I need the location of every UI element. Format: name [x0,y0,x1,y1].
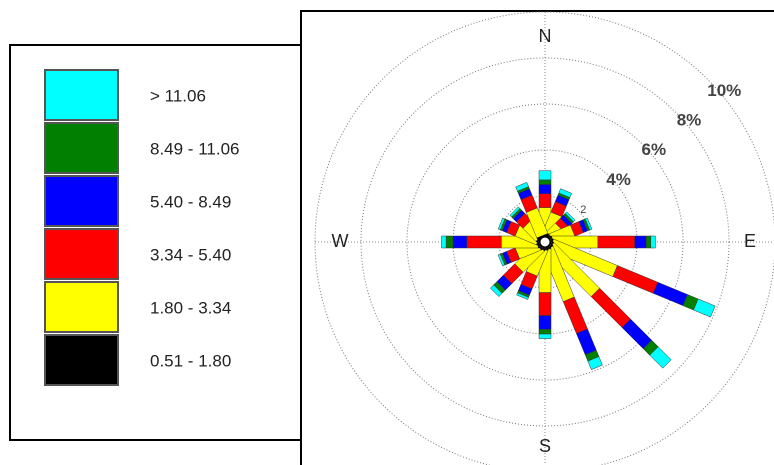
plot-frame [300,10,774,465]
legend-swatch [44,334,119,386]
legend-label: 0.51 - 1.80 [150,351,231,370]
petal-segment [634,235,647,249]
petal-segment [538,170,552,181]
grid-ring [406,103,684,381]
legend-swatch [44,281,119,333]
grid-ring [314,11,774,465]
center-hub [539,236,551,248]
petal-segment [597,235,635,249]
direction-label: E [744,231,756,251]
legend-label: > 11.06 [150,86,206,105]
petal-segment [584,217,593,231]
legend-swatch [44,122,119,174]
petal-segment [538,333,552,339]
petal-segment [538,315,552,330]
petal-segment [538,292,552,316]
direction-label: N [539,26,552,46]
petal-segment [466,235,502,249]
petal-segment [650,235,656,249]
petal-segment [587,356,603,370]
r-tick-label: 8% [677,111,702,130]
petal-segment [497,253,506,267]
petal-segment [538,193,552,208]
legend: 0.51 - 1.80 1.80 - 3.34 3.34 - 5.40 5.40 - … [44,69,239,386]
petal-segment [445,235,454,249]
petal-segment [516,292,529,300]
petals [441,170,716,370]
legend-swatch [44,175,119,227]
legend-swatch [44,228,119,280]
petal-segment [452,235,468,249]
r-tick-label: 4% [606,170,631,189]
r-tick-label: 10% [707,81,741,100]
legend-label: 3.34 - 5.40 [150,245,231,264]
legend-frame [9,44,300,441]
petal-segment [538,179,552,185]
petal-segment [441,235,447,249]
petal-segment [497,217,506,231]
petal-segment [509,206,521,218]
petal-segment [538,329,552,335]
petal-segment [515,182,529,192]
petal-segment [693,298,716,318]
direction-label: S [539,436,551,456]
petal-segment [649,346,672,369]
r-tick-label: 6% [641,140,666,159]
petal-segment [564,211,576,223]
petal-segment [538,184,552,194]
petal-segment [489,284,503,298]
petal-segment [558,188,572,198]
r-tick-label: 2 [580,204,586,216]
petal-segment [645,235,652,249]
legend-label: 5.40 - 8.49 [150,192,231,211]
legend-label: 8.49 - 11.06 [150,139,239,158]
direction-label: W [332,231,349,251]
legend-label: 1.80 - 3.34 [150,298,231,317]
legend-swatch [44,69,119,121]
grid-ring [360,57,730,427]
